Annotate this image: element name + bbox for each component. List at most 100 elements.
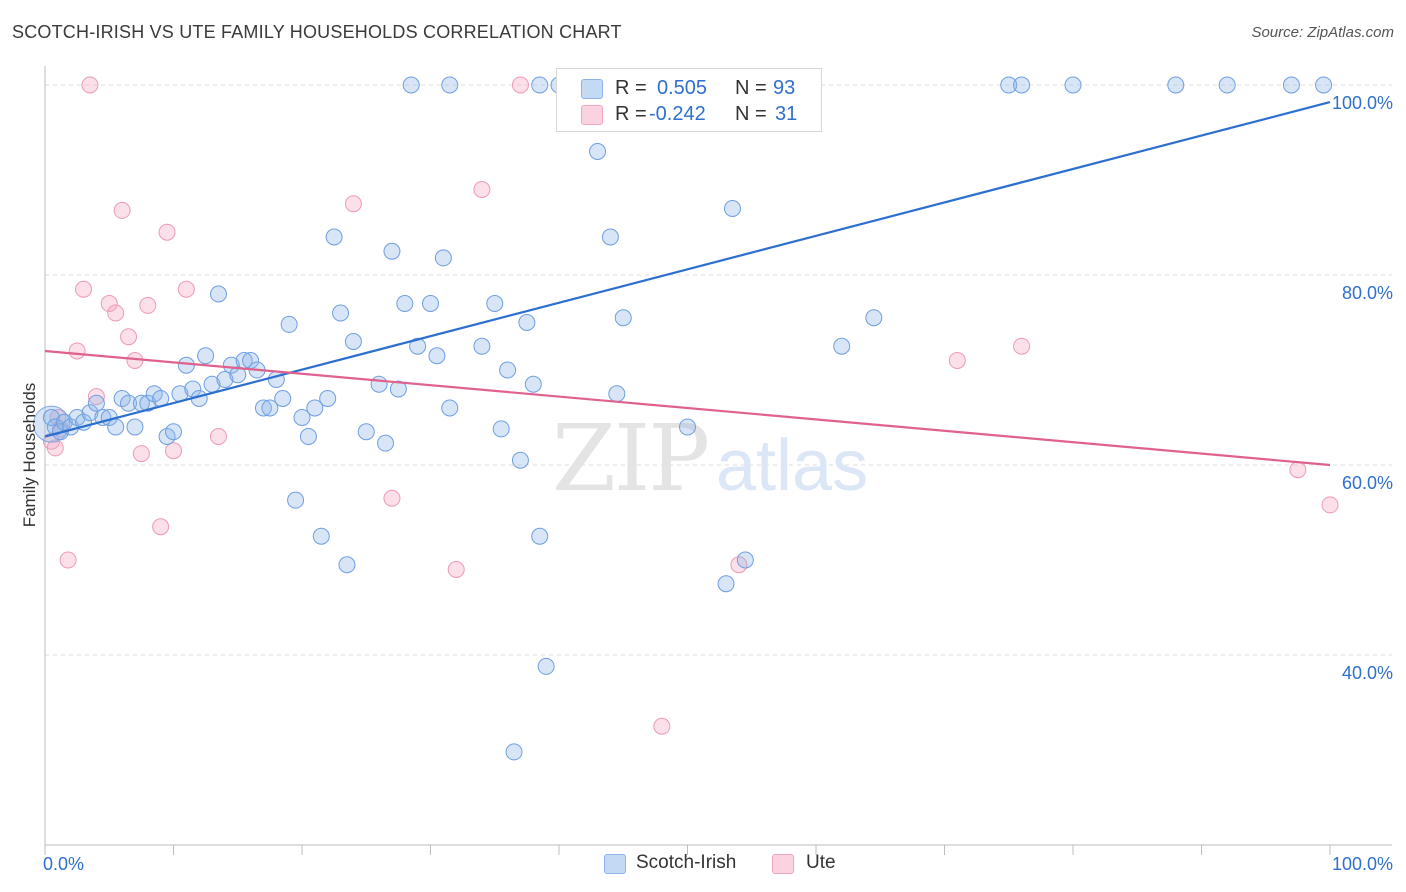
- scotch-irish-point: [531, 527, 549, 545]
- scotch-irish-point: [299, 428, 317, 445]
- scotch-irish-point: [499, 361, 517, 379]
- scotch-irish-swatch: [581, 79, 603, 99]
- scotch-irish-point: [441, 399, 459, 417]
- scotch-irish-point: [608, 385, 626, 403]
- x-tick-label: 100.0%: [1332, 854, 1393, 874]
- ute-point: [447, 561, 465, 578]
- tick-labels: 40.0% 60.0% 80.0% 100.0% 0.0% 100.0%: [43, 93, 1393, 874]
- scotch-irish-point: [312, 527, 330, 545]
- scotch-irish-point: [1013, 76, 1031, 94]
- ute-legend-label: Ute: [806, 852, 836, 873]
- ute-point: [87, 388, 105, 406]
- legend-item-scotch-irish: Scotch-Irish: [604, 850, 754, 878]
- ute-point: [1321, 496, 1339, 514]
- scotch-irish-trend-line: [44, 101, 1331, 438]
- ute-point: [132, 445, 150, 463]
- scotch-irish-point: [332, 304, 350, 322]
- scotch-irish-point: [524, 375, 542, 393]
- scotch-irish-point: [389, 380, 407, 398]
- scotch-irish-point: [222, 356, 240, 374]
- ute-point: [511, 76, 529, 94]
- ute-legend-swatch: [772, 854, 794, 874]
- n-label: N =: [735, 77, 767, 99]
- correlation-legend: R = 0.505 N = 93 R = -0.242 N = 31: [556, 68, 822, 132]
- scotch-irish-point: [1000, 76, 1018, 94]
- scotch-irish-point: [505, 743, 523, 761]
- x-tick-label: 0.0%: [43, 854, 84, 874]
- scotch-irish-point: [441, 76, 459, 94]
- scotch-irish-point: [293, 409, 311, 426]
- watermark-atlas: atlas: [716, 426, 868, 506]
- scotch-irish-point: [1218, 76, 1236, 94]
- scotch-irish-point: [344, 333, 362, 350]
- r-value-ute: -0.242: [649, 103, 706, 125]
- ute-point: [46, 439, 64, 457]
- scotch-irish-point: [229, 366, 247, 384]
- scotch-irish-point: [306, 399, 324, 417]
- scotch-irish-point: [422, 295, 439, 312]
- y-axis-label: Family Households: [20, 383, 39, 528]
- grid-lines: [45, 84, 1392, 656]
- scotch-irish-point: [601, 228, 619, 246]
- ute-point: [75, 280, 93, 298]
- scotch-irish-point: [614, 309, 632, 327]
- ute-trend-line: [44, 349, 1331, 467]
- ute-point: [139, 296, 157, 314]
- ute-point: [473, 181, 491, 198]
- scotch-irish-point: [209, 285, 227, 303]
- ute-point: [59, 551, 77, 569]
- scotch-irish-point: [589, 143, 607, 160]
- ute-point: [81, 76, 99, 94]
- scotch-irish-point: [833, 337, 851, 355]
- scotch-irish-point: [42, 409, 60, 426]
- scotch-irish-point: [1282, 76, 1300, 94]
- ute-point: [209, 428, 227, 445]
- scotch-irish-point: [1167, 76, 1185, 94]
- scotch-irish-point: [492, 420, 510, 438]
- scotch-irish-legend-swatch: [604, 854, 626, 874]
- r-label: R =: [615, 103, 647, 125]
- ute-point: [177, 280, 195, 298]
- y-tick-label: 80.0%: [1342, 283, 1393, 303]
- scotch-irish-point: [197, 347, 215, 365]
- y-tick-label: 40.0%: [1342, 663, 1393, 683]
- n-value-ute: 31: [775, 103, 798, 125]
- scotch-irish-point: [736, 551, 754, 569]
- ute-point: [1013, 337, 1031, 355]
- chart-source: Source: ZipAtlas.com: [1251, 24, 1394, 41]
- scotch-irish-point: [126, 418, 144, 436]
- scotch-irish-point: [216, 371, 234, 388]
- legend-row-ute: R = -0.242 N = 31: [557, 101, 821, 127]
- ute-point: [344, 195, 362, 213]
- scotch-irish-point: [511, 451, 529, 469]
- scotch-irish-point: [537, 657, 555, 675]
- scotch-irish-point: [139, 394, 157, 412]
- scotch-irish-point: [409, 337, 427, 355]
- scotch-irish-point: [377, 434, 395, 452]
- ute-point: [152, 518, 170, 536]
- scotch-irish-point: [531, 76, 549, 94]
- scotch-irish-point: [165, 423, 182, 441]
- ute-point: [68, 342, 86, 360]
- legend-row-scotch-irish: R = 0.505 N = 93: [557, 75, 821, 101]
- scotch-irish-point: [428, 347, 446, 365]
- ute-swatch: [581, 105, 603, 125]
- y-tick-label: 60.0%: [1342, 473, 1393, 493]
- chart-title: SCOTCH-IRISH VS UTE FAMILY HOUSEHOLDS CO…: [12, 22, 622, 42]
- scotch-irish-point: [473, 337, 491, 355]
- scotch-irish-point: [434, 249, 452, 267]
- scotch-irish-point: [338, 556, 356, 574]
- ute-point: [948, 352, 966, 369]
- scotch-irish-point: [396, 295, 414, 312]
- scotch-irish-point: [486, 295, 504, 312]
- ute-point: [120, 328, 138, 346]
- scotch-irish-point: [402, 76, 420, 94]
- ute-point: [100, 295, 118, 312]
- ute-point: [165, 442, 182, 460]
- ute-point: [1289, 461, 1307, 479]
- scotch-irish-point: [87, 394, 105, 412]
- scotch-irish-point: [357, 423, 375, 441]
- scotch-irish-point: [254, 399, 272, 417]
- scotch-irish-point: [261, 399, 279, 417]
